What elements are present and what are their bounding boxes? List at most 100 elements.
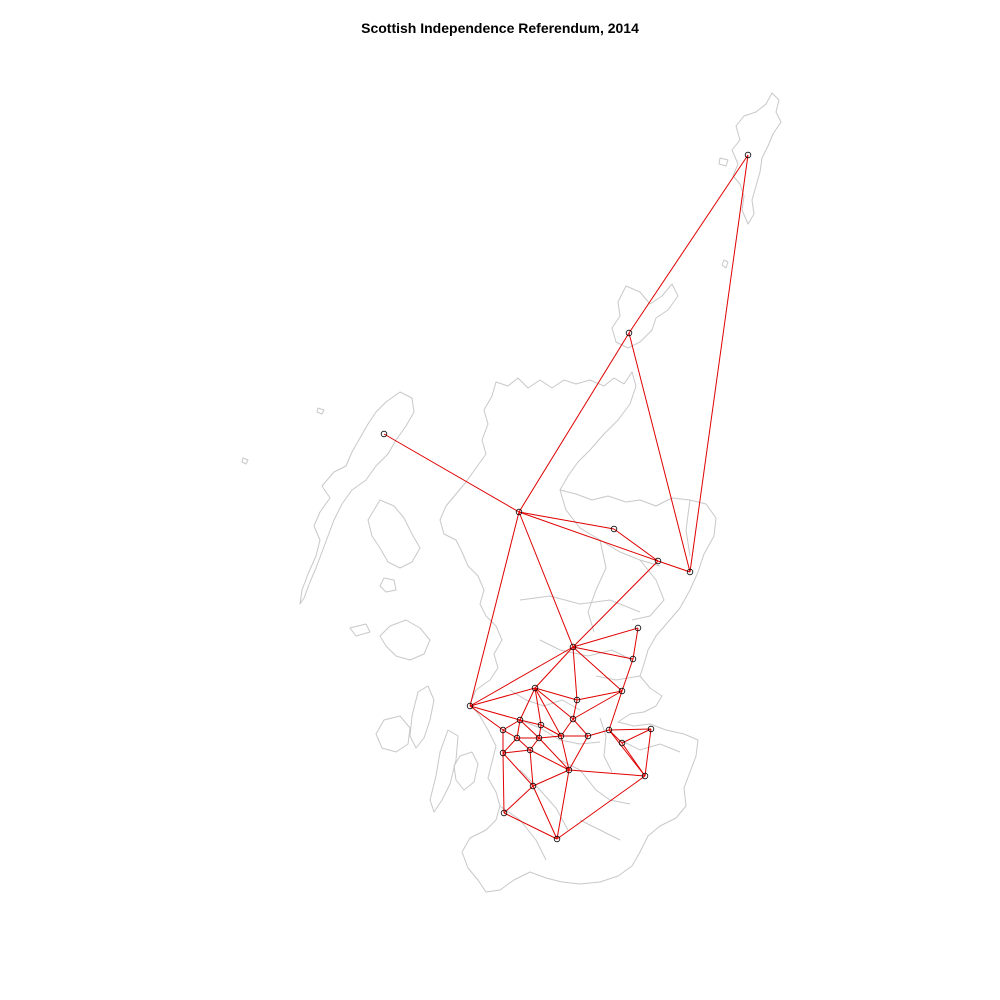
network-edge-glasgow-east-renfrewshire — [529, 737, 540, 751]
network-edge-stirling-west-dunbartonshire — [519, 687, 536, 721]
mull-outline — [379, 619, 431, 661]
map-title: Scottish Independence Referendum, 2014 — [361, 20, 639, 36]
network-edge-east-ayrshire-dumfries-galloway — [532, 785, 558, 840]
boundary — [599, 717, 613, 773]
network-node-dumfries-galloway — [553, 835, 561, 843]
network-node-fife — [618, 687, 626, 695]
network-edge-falkirk-north-lanarkshire — [560, 718, 574, 737]
network-edge-highland-argyll-bute — [469, 511, 520, 707]
network-edge-perth-kinross-stirling — [534, 646, 574, 689]
network-node-perth-kinross — [569, 643, 577, 651]
network-edge-perth-kinross-clackmannanshire — [572, 646, 578, 701]
network-edge-fife-clackmannanshire — [576, 690, 623, 701]
network-edge-east-dunbartonshire-glasgow — [538, 724, 542, 739]
network-edge-glasgow-north-lanarkshire — [538, 735, 562, 739]
boundary — [509, 689, 581, 711]
network-node-glasgow — [535, 734, 543, 742]
network-node-clackmannanshire — [573, 696, 581, 704]
network-edge-highland-perth-kinross — [518, 511, 574, 648]
network-edge-midlothian-scottish-borders — [621, 742, 646, 777]
outer-hebrides-outline — [299, 391, 415, 605]
network-node-east-dunbartonshire — [537, 721, 545, 729]
network-edge-shetland-aberdeen — [689, 154, 749, 573]
coastline — [241, 92, 782, 893]
network-node-orkney — [625, 329, 633, 337]
network-node-falkirk — [569, 715, 577, 723]
network-node-midlothian — [618, 739, 626, 747]
boundary — [539, 639, 633, 661]
network-node-renfrewshire — [513, 734, 521, 742]
shetland-islet — [718, 157, 729, 167]
network-edge-east-lothian-scottish-borders — [644, 728, 652, 777]
network-edge-falkirk-west-lothian — [572, 718, 589, 737]
network-edge-eilean-siar-highland — [383, 433, 520, 513]
network-edge-east-ayrshire-south-ayrshire — [503, 785, 534, 814]
coll-tiree — [349, 623, 371, 637]
network-edge-stirling-clackmannanshire — [534, 687, 578, 701]
kintyre-outline — [429, 729, 459, 813]
network-node-highland — [515, 508, 523, 516]
boundary — [595, 675, 641, 681]
network-edge-renfrewshire-north-ayrshire — [502, 737, 518, 754]
network-nodes — [380, 151, 752, 843]
network-edge-south-lanarkshire-east-ayrshire — [532, 769, 570, 787]
network-edge-highland-moray — [518, 511, 615, 530]
network-node-inverclyde — [499, 726, 507, 734]
orkney-outline — [611, 283, 679, 349]
network-edge-stirling-falkirk — [534, 687, 574, 720]
network-edge-west-dunbartonshire-inverclyde — [502, 719, 521, 731]
network-node-east-lothian — [647, 725, 655, 733]
network-node-east-ayrshire — [529, 782, 537, 790]
network-node-eilean-siar — [380, 430, 388, 438]
network-edge-highland-aberdeenshire — [518, 511, 659, 562]
network-edge-south-ayrshire-dumfries-galloway — [503, 812, 558, 840]
network-edge-perth-kinross-angus — [572, 627, 639, 648]
network-edge-fife-falkirk — [572, 690, 623, 720]
network-edge-west-lothian-south-lanarkshire — [568, 735, 589, 771]
network-node-south-lanarkshire — [565, 766, 573, 774]
network-edge-argyll-bute-stirling — [469, 687, 536, 707]
network-edge-midlothian-east-lothian — [621, 728, 652, 744]
network-edge-east-renfrewshire-east-ayrshire — [529, 749, 534, 787]
network-node-shetland — [744, 151, 752, 159]
network-edge-orkney-highland — [518, 332, 630, 513]
network-node-west-dunbartonshire — [516, 716, 524, 724]
network-edge-scottish-borders-dumfries-galloway — [556, 775, 646, 840]
network-edge-stirling-east-dunbartonshire — [534, 687, 542, 726]
arran-outline — [453, 751, 479, 791]
network-edge-north-ayrshire-south-ayrshire — [502, 752, 505, 814]
network-node-dundee — [629, 655, 637, 663]
network-edge-stirling-north-lanarkshire — [534, 687, 562, 737]
council-boundaries — [499, 489, 691, 861]
network-edge-edinburgh-scottish-borders — [608, 729, 646, 777]
network-node-angus — [634, 624, 642, 632]
network-node-stirling — [531, 684, 539, 692]
jura-outline — [409, 685, 435, 749]
boundary — [631, 559, 665, 621]
network-edge-aberdeenshire-perth-kinross — [572, 560, 659, 648]
network-edge-north-lanarkshire-south-lanarkshire — [560, 735, 570, 771]
network-edge-aberdeenshire-aberdeen — [657, 560, 691, 573]
network-edge-clackmannanshire-falkirk — [572, 699, 578, 720]
network-node-north-lanarkshire — [557, 732, 565, 740]
network-edge-edinburgh-east-lothian — [608, 728, 652, 731]
boundary — [559, 759, 631, 805]
network-edge-dundee-fife — [621, 658, 634, 692]
network-edges — [383, 154, 749, 840]
network-edge-east-ayrshire-north-ayrshire — [502, 752, 534, 787]
network-edge-fife-edinburgh — [608, 690, 623, 731]
network-edge-east-renfrewshire-north-ayrshire — [502, 749, 531, 754]
network-edge-west-lothian-edinburgh — [587, 729, 610, 737]
st-kilda — [241, 457, 249, 465]
network-edge-perth-kinross-dundee — [572, 646, 634, 660]
boundary — [519, 595, 641, 613]
network-node-moray — [610, 525, 618, 533]
islay-outline — [375, 715, 411, 753]
boundary — [587, 539, 607, 633]
network-edge-glasgow-south-lanarkshire — [538, 737, 570, 771]
network-edge-angus-dundee — [632, 627, 639, 660]
boundary — [685, 499, 691, 557]
north-rona — [316, 407, 325, 415]
network-edge-shetland-orkney — [628, 154, 749, 334]
